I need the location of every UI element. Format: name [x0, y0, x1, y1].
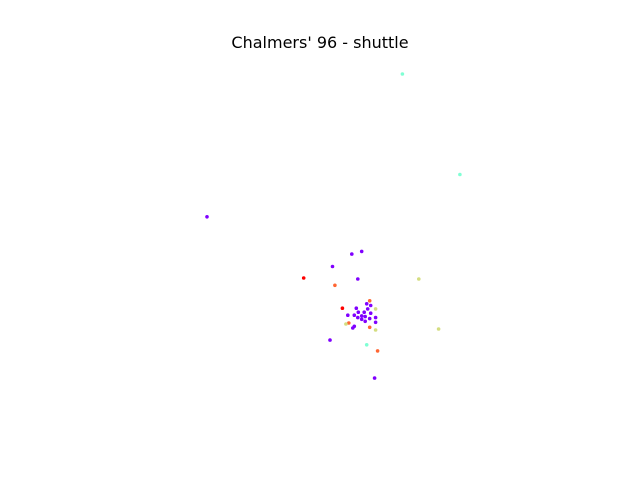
- scatter-point-18: [362, 310, 367, 315]
- scatter-point-33: [351, 326, 355, 330]
- scatter-point-21: [352, 313, 357, 318]
- scatter-point-39: [375, 349, 380, 353]
- scatter-point-38: [364, 343, 369, 347]
- scatter-point-29: [373, 320, 378, 325]
- scatter-point-34: [367, 325, 372, 330]
- scatter-point-27: [373, 315, 378, 320]
- scatter-point-7: [356, 277, 360, 281]
- scatter-point-37: [328, 338, 332, 342]
- scatter-point-10: [367, 299, 372, 303]
- scatter-point-31: [344, 322, 348, 326]
- scatter-point-24: [356, 315, 360, 320]
- scatter-point-11: [364, 302, 369, 306]
- scatter-point-40: [372, 376, 377, 380]
- scatter-point-17: [356, 310, 361, 315]
- chart-title: Chalmers' 96 - shuttle: [231, 33, 409, 52]
- scatter-point-23: [363, 314, 368, 319]
- scatter-point-25: [359, 317, 364, 322]
- scatter-point-0: [400, 72, 405, 76]
- scatter-point-14: [354, 306, 359, 311]
- scatter-point-19: [368, 311, 373, 316]
- scatter-point-26: [367, 316, 372, 321]
- scatter-point-20: [346, 313, 350, 318]
- scatter-point-15: [365, 307, 370, 311]
- scatter-point-35: [373, 328, 378, 332]
- scatter-point-5: [330, 264, 335, 269]
- scatter-point-16: [373, 307, 378, 311]
- scatter-point-8: [417, 277, 421, 281]
- scatter-point-22: [359, 314, 364, 318]
- scatter-point-28: [363, 319, 368, 324]
- scatter-point-36: [436, 327, 441, 331]
- scatter-point-1: [458, 172, 462, 177]
- scatter-point-13: [340, 306, 345, 311]
- scatter-point-30: [347, 321, 351, 325]
- scatter-point-4: [350, 252, 354, 256]
- scatter-point-2: [205, 215, 209, 219]
- scatter-point-6: [301, 276, 306, 280]
- scatter-point-12: [368, 303, 373, 308]
- scatter-point-9: [333, 283, 337, 288]
- scatter-point-3: [359, 249, 364, 254]
